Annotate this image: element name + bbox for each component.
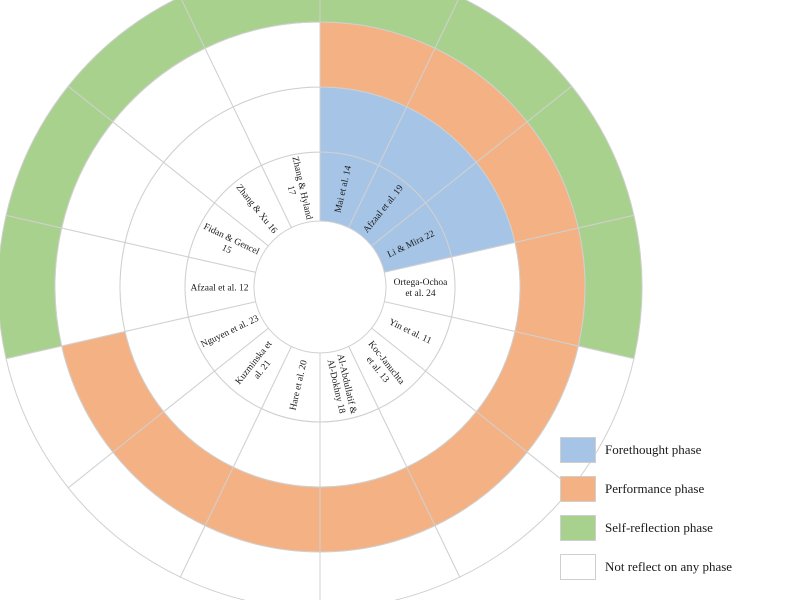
ring-2-segment-afzaal-et-al-12 [54, 227, 126, 347]
legend-label-forethought: Forethought phase [605, 442, 702, 457]
legend-label-none: Not reflect on any phase [605, 559, 733, 574]
ring-3-segment-ortega-ochoa-et-al-24 [577, 214, 643, 360]
ring-1-segment-afzaal-et-al-12 [119, 241, 189, 333]
ring-2-segment-ortega-ochoa-et-al-24 [514, 227, 586, 347]
ring-3-segment-zhang-hyland-17 [181, 0, 321, 49]
legend-swatch-self-reflection [560, 515, 596, 541]
legend-item-none: Not reflect on any phase [560, 554, 795, 580]
legend-item-forethought: Forethought phase [560, 437, 795, 463]
segment-label-afzaal-et-al-12: Afzaal et al. 12 [190, 283, 248, 294]
legend-item-performance: Performance phase [560, 476, 795, 502]
legend: Forethought phase Performance phase Self… [560, 437, 795, 593]
ring-3-segment-afzaal-et-al-12 [0, 214, 63, 360]
legend-swatch-performance [560, 476, 596, 502]
legend-swatch-forethought [560, 437, 596, 463]
segment-label-ortega-ochoa-et-al-24: Ortega-Ochoa et al. 24 [394, 278, 449, 299]
legend-label-performance: Performance phase [605, 481, 705, 496]
legend-label-self-reflection: Self-reflection phase [605, 520, 713, 535]
legend-item-self-reflection: Self-reflection phase [560, 515, 795, 541]
legend-swatch-none [560, 554, 596, 580]
ring-1-segment-ortega-ochoa-et-al-24 [451, 241, 521, 333]
